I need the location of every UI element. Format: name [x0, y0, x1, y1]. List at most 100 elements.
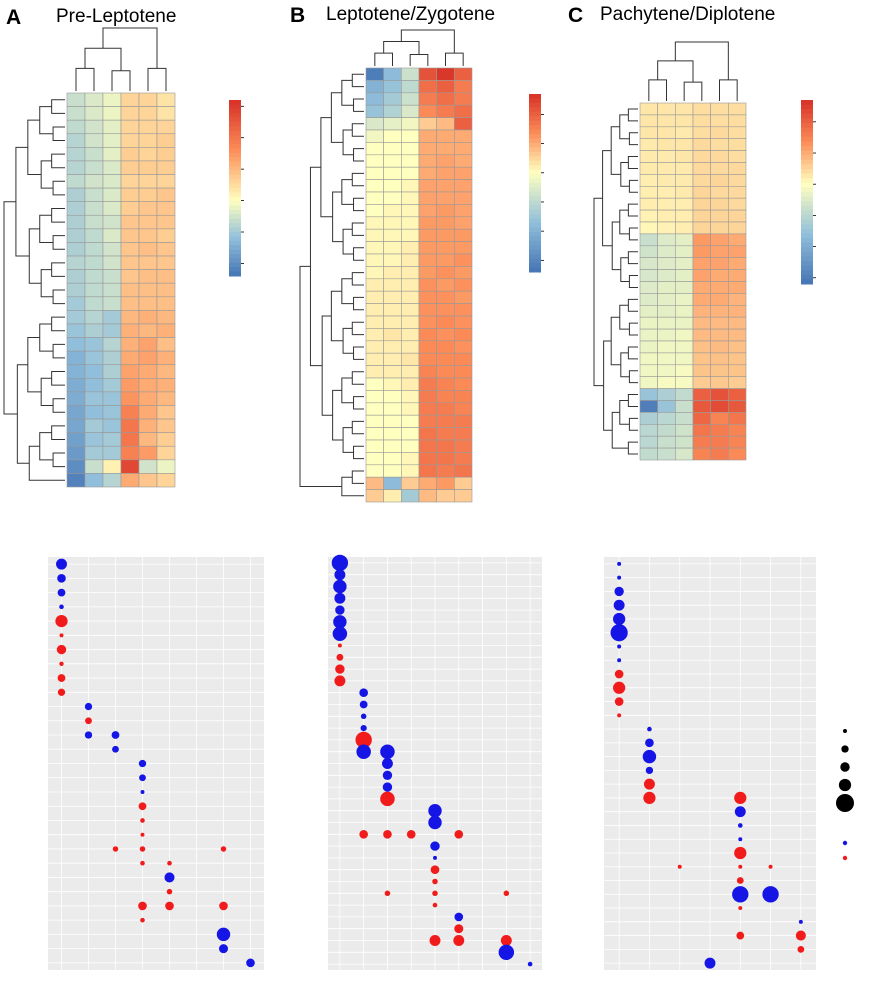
colorbar-segment	[529, 134, 541, 139]
heatmap-cell	[692, 376, 711, 389]
colorbar-segment	[801, 173, 813, 179]
heatmap-cell	[675, 316, 694, 330]
heatmap-cell	[66, 310, 86, 325]
heatmap-cell	[710, 269, 729, 282]
heatmap-cell	[156, 296, 176, 311]
heatmap-cell	[102, 106, 122, 121]
heatmap-cell	[156, 269, 176, 284]
heatmap-cell	[657, 269, 676, 282]
heatmap-cell	[84, 214, 104, 230]
colorbar-segment	[529, 254, 541, 260]
heatmap-cell	[436, 92, 455, 106]
heatmap-cell	[156, 119, 176, 135]
heatmap-cell	[675, 364, 694, 377]
heatmap-cell	[156, 432, 176, 447]
dendrogram-branch	[351, 222, 364, 236]
heatmap-cell	[84, 323, 104, 338]
colorbar-segment	[229, 218, 241, 224]
heatmap-cell	[675, 293, 694, 306]
heatmap-cell	[383, 241, 402, 255]
heatmap-cell	[383, 377, 402, 391]
dotplot-point	[57, 674, 66, 682]
heatmap-cell	[84, 337, 104, 352]
heatmap-cell	[710, 281, 729, 294]
heatmap-cell	[120, 133, 140, 148]
heatmap-cell	[710, 423, 729, 437]
heatmap-cell	[365, 179, 384, 193]
heatmap-cell	[365, 204, 384, 218]
dotplot-b	[328, 554, 542, 970]
heatmap-cell	[436, 216, 455, 230]
dendrogram-branch	[52, 343, 65, 359]
heatmap-cell	[401, 179, 420, 193]
colorbar-segment	[229, 135, 241, 141]
heatmap-cell	[436, 303, 455, 317]
heatmap-cell	[418, 204, 437, 218]
heatmap-cell	[156, 459, 176, 474]
dotplot-point	[432, 878, 438, 885]
heatmap-cell	[454, 476, 473, 490]
dendrogram-branch	[353, 148, 364, 162]
heatmap-cell	[138, 133, 158, 148]
heatmap-cell	[401, 216, 420, 230]
heatmap-cell	[657, 233, 676, 247]
heatmap-cell	[418, 439, 437, 453]
dendrogram-branch	[620, 257, 630, 282]
heatmap-cell	[436, 377, 455, 391]
heatmap-cell	[102, 119, 122, 135]
panel-letter-c: C	[568, 4, 583, 27]
heatmap-cell	[102, 323, 122, 338]
heatmap-cell	[657, 138, 676, 151]
heatmap-cell	[120, 255, 140, 270]
dotplot-point	[140, 832, 145, 837]
dotplot-point	[645, 738, 654, 748]
heatmap-cell	[102, 459, 122, 474]
heatmap-cell	[454, 142, 473, 156]
heatmap-cell	[436, 476, 455, 490]
heatmap-cell	[102, 201, 122, 216]
heatmap-cell	[156, 364, 176, 379]
heatmap-cell	[383, 253, 402, 267]
dotplot-point	[139, 774, 146, 782]
dendrogram-branch	[341, 377, 354, 404]
dotplot-point	[430, 841, 440, 851]
heatmap-cell	[102, 147, 122, 162]
dendrogram-branch	[299, 265, 342, 487]
heatmap-cell	[84, 296, 104, 311]
heatmap-cell	[383, 390, 402, 404]
heatmap-cell	[365, 315, 384, 329]
heatmap-cell	[84, 432, 104, 447]
heatmap-cell	[120, 378, 140, 393]
heatmap-cell	[66, 147, 86, 162]
heatmap-cell	[710, 293, 729, 306]
heatmap-cell	[728, 328, 747, 342]
dotplot-point	[429, 935, 441, 946]
heatmap-cell	[639, 364, 658, 377]
heatmap-cell	[102, 391, 122, 406]
heatmap-cell	[365, 390, 384, 404]
heatmap-cell	[728, 245, 747, 259]
heatmap-cell	[436, 204, 455, 218]
heatmap-cell	[692, 364, 711, 377]
heatmap-cell	[675, 269, 694, 282]
heatmap-cell	[383, 452, 402, 466]
heatmap-cell	[454, 253, 473, 267]
heatmap-cell	[454, 228, 473, 242]
dotplot-point	[333, 615, 347, 629]
heatmap-cell	[657, 114, 676, 128]
heatmap-cell	[365, 266, 384, 280]
colorbar-segment	[529, 223, 541, 228]
heatmap-cell	[66, 418, 86, 433]
heatmap-cell	[454, 80, 473, 94]
dotplot-point	[433, 855, 437, 860]
dendrogram-branch	[611, 411, 629, 449]
dendrogram-branch	[351, 371, 364, 385]
heatmap-cell	[675, 150, 694, 163]
heatmap-cell	[156, 92, 176, 107]
panel-title-c: Pachytene/Diplotene	[600, 4, 775, 25]
dendrogram-branch	[628, 227, 638, 241]
heatmap-cell	[401, 489, 420, 503]
heatmap-cell	[639, 447, 658, 461]
heatmap-cell	[657, 412, 676, 425]
heatmap-cell	[639, 304, 658, 318]
